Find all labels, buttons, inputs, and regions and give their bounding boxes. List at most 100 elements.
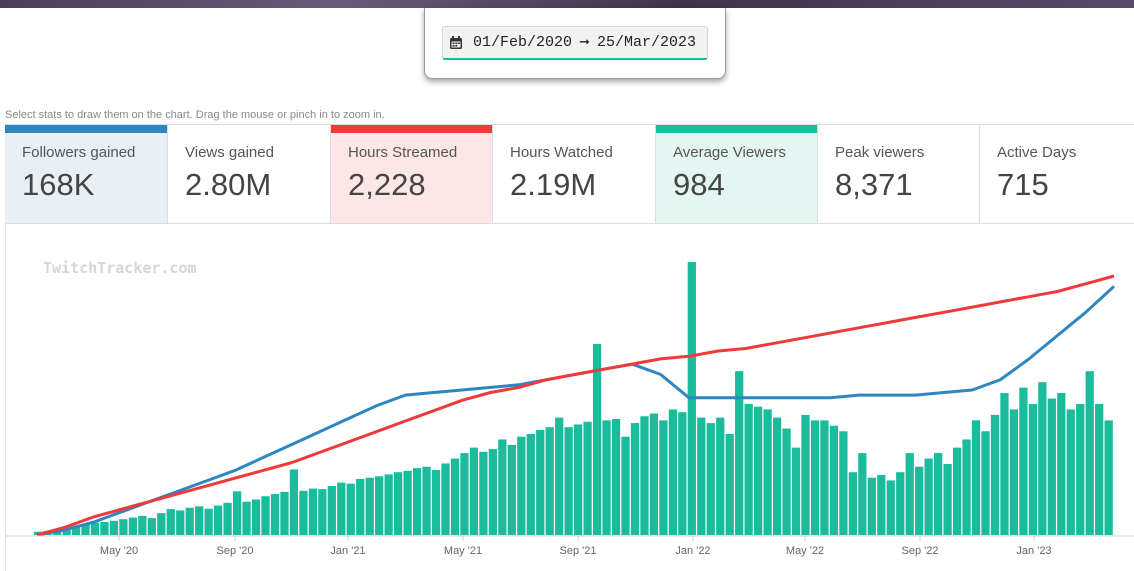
chart-bar [668, 409, 678, 535]
stat-label: Hours Streamed [348, 144, 458, 161]
chart-line [36, 274, 1115, 537]
chart-bar [176, 510, 185, 535]
header-banner [0, 0, 1134, 8]
chart-bar [157, 513, 166, 535]
chart-bar [403, 470, 412, 535]
stat-hours-streamed[interactable]: Hours Streamed 2,228 [331, 125, 493, 223]
stat-value: 715 [997, 167, 1049, 202]
chart-hint: Select stats to draw them on the chart. … [5, 109, 385, 121]
chart-bar [526, 433, 535, 535]
chart-bar [678, 412, 687, 535]
chart-bar [346, 483, 355, 535]
chart-bar [545, 427, 554, 535]
chart-bar [223, 502, 232, 535]
chart-bar [356, 479, 365, 535]
chart-bar [1009, 409, 1019, 535]
date-end: 25/Mar/2023 [596, 34, 696, 51]
stats-chart[interactable]: TwitchTracker.com May '20 Sep '20 Jan '21 Ma… [6, 224, 1134, 571]
chart-bar [763, 409, 772, 535]
stat-value: 2.80M [185, 167, 272, 202]
chart-bar [394, 472, 403, 535]
chart-bar [981, 431, 990, 535]
stat-hours-watched[interactable]: Hours Watched 2.19M [493, 125, 656, 223]
chart-bar [185, 507, 194, 535]
chart-bar [280, 491, 289, 535]
chart-bar [867, 477, 876, 535]
arrow-icon: ➞ [579, 35, 590, 50]
chart-tick-label: May '20 [100, 545, 138, 557]
chart-bar [801, 414, 810, 535]
chart-bar [716, 417, 725, 535]
stat-views-gained[interactable]: Views gained 2.80M [168, 125, 331, 223]
chart-bar [270, 494, 280, 535]
chart-bar [943, 464, 952, 535]
stat-active-bar [818, 125, 979, 133]
stat-followers-gained[interactable]: Followers gained 168K [5, 125, 168, 223]
chart-bar [640, 416, 649, 535]
chart-bar [744, 403, 753, 535]
chart-bar [630, 423, 640, 535]
chart-bar [450, 458, 460, 535]
chart-watermark: TwitchTracker.com [43, 259, 197, 277]
stat-value: 168K [22, 167, 95, 202]
chart-bar [555, 417, 564, 535]
chart-bar [441, 463, 450, 535]
stat-value: 984 [673, 167, 725, 202]
chart-bar [574, 424, 583, 536]
chart-tick-label: Sep '21 [560, 545, 597, 557]
stat-value: 8,371 [835, 167, 913, 202]
chart-area[interactable]: TwitchTracker.com May '20 Sep '20 Jan '21 Ma… [5, 224, 1134, 571]
chart-bar [147, 518, 156, 535]
stat-average-viewers[interactable]: Average Viewers 984 [656, 125, 818, 223]
chart-bar [877, 474, 886, 535]
chart-bar [71, 526, 81, 535]
chart-bar [564, 427, 573, 535]
stat-active-days[interactable]: Active Days 715 [980, 125, 1134, 223]
stat-label: Hours Watched [510, 144, 613, 161]
calendar-icon [450, 35, 462, 49]
stats-bar: Followers gained 168K Views gained 2.80M… [5, 124, 1134, 224]
chart-bar [905, 453, 914, 535]
chart-bar [498, 439, 507, 535]
chart-bar [754, 406, 763, 535]
chart-bar [90, 522, 100, 535]
stat-active-bar [168, 125, 330, 133]
stat-peak-viewers[interactable]: Peak viewers 8,371 [818, 125, 980, 223]
chart-bar [100, 521, 109, 535]
chart-tick-label: Jan '22 [675, 545, 710, 557]
chart-bar [735, 371, 744, 535]
chart-bar [138, 515, 147, 535]
stat-active-bar [331, 125, 492, 133]
stat-label: Active Days [997, 144, 1077, 161]
date-range-popup: 01/Feb/2020 ➞ 25/Mar/2023 [424, 8, 726, 79]
chart-bar [934, 453, 943, 535]
chart-bar [242, 501, 251, 535]
chart-bar [1028, 403, 1038, 535]
chart-bar [952, 447, 962, 535]
stat-value: 2.19M [510, 167, 597, 202]
chart-bar [659, 420, 668, 535]
chart-bar [810, 420, 820, 535]
chart-tick-label: Sep '22 [902, 545, 939, 557]
chart-bar [697, 417, 706, 535]
chart-bar [886, 480, 895, 535]
chart-bar [327, 485, 336, 535]
stat-active-bar [493, 125, 655, 133]
chart-bar [251, 499, 261, 535]
chart-bar [1104, 420, 1113, 535]
chart-tick-label: May '21 [444, 545, 482, 557]
chart-bar [782, 428, 791, 535]
chart-bar [924, 458, 933, 535]
chart-bar [81, 524, 90, 535]
chart-bar [536, 429, 545, 535]
chart-bar [971, 420, 981, 535]
chart-bar [299, 490, 308, 535]
chart-bar [119, 519, 128, 535]
chart-bar [109, 520, 119, 535]
date-range-picker[interactable]: 01/Feb/2020 ➞ 25/Mar/2023 [442, 26, 708, 60]
chart-bar [232, 491, 242, 535]
chart-bar [990, 414, 1000, 535]
chart-bar [706, 423, 715, 535]
chart-bar [365, 477, 374, 535]
chart-bar [858, 453, 867, 535]
